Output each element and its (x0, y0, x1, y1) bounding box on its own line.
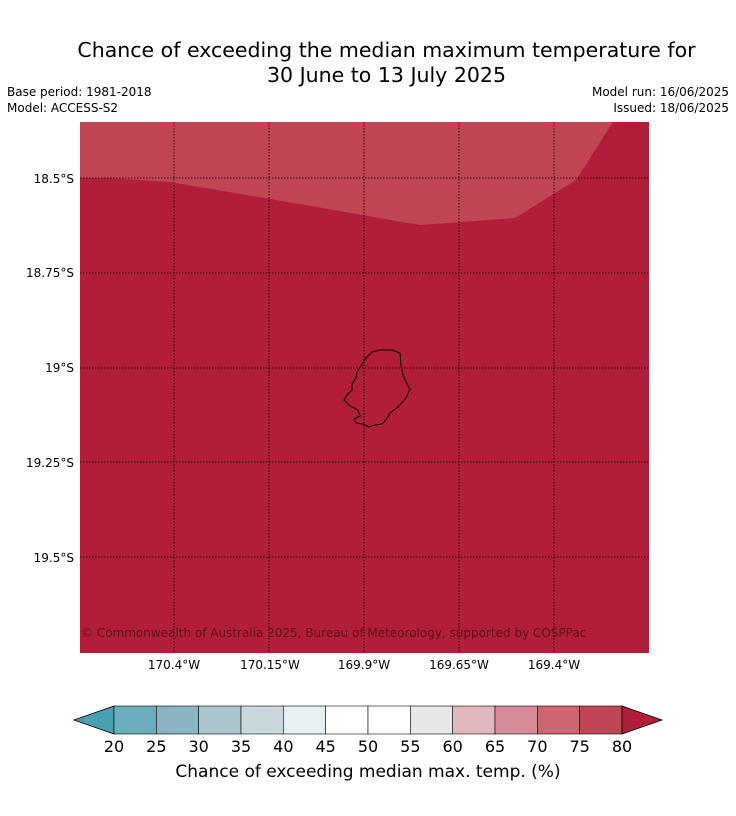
lon-label-1: 170.4°W (147, 658, 201, 672)
lon-label-5: 169.4°W (527, 658, 581, 672)
meta-left: Base period: 1981-2018 Model: ACCESS-S2 (7, 84, 152, 116)
colorbar-tick-label: 70 (527, 737, 548, 756)
model-name: Model: ACCESS-S2 (7, 101, 119, 115)
colorbar-tick-label: 50 (357, 737, 379, 756)
colorbar-label: Chance of exceeding median max. temp. (%… (175, 762, 561, 782)
colorbar-tick-label: 45 (315, 737, 336, 756)
colorbar-tick-label: 25 (146, 737, 167, 756)
lon-label-3: 169.9°W (337, 658, 391, 672)
colorbar-segment (113, 705, 157, 735)
graticule (80, 122, 649, 653)
colorbar (72, 705, 664, 735)
lat-label-5: 19.5°S (33, 551, 74, 565)
colorbar-tick-label: 65 (484, 737, 506, 756)
colorbar-segment (537, 705, 580, 735)
colorbar-tick-label: 55 (400, 737, 421, 756)
colorbar-segment (325, 705, 369, 735)
base-period: Base period: 1981-2018 (7, 85, 152, 99)
lon-label-4: 169.65°W (429, 658, 489, 672)
lat-label-4: 19.25°S (26, 456, 74, 470)
colorbar-tick-label: 80 (611, 737, 633, 756)
lat-label-3: 19°S (45, 361, 74, 375)
colorbar-segment (494, 705, 538, 735)
map-title: Chance of exceeding the median maximum t… (0, 38, 736, 88)
lat-label-2: 18.75°S (26, 266, 74, 280)
colorbar-segment (410, 705, 453, 735)
lat-label-1: 18.5°S (33, 172, 74, 186)
colorbar-segment (283, 705, 326, 735)
island-coastline (343, 349, 411, 428)
colorbar-segment (452, 705, 496, 735)
colorbar-segment (579, 705, 623, 735)
colorbar-tick-label: 20 (103, 737, 125, 756)
colorbar-segment (367, 705, 411, 735)
copyright-text: © Commonwealth of Australia 2025, Bureau… (81, 626, 586, 640)
colorbar-segment (198, 705, 242, 735)
colorbar-tick-label: 40 (273, 737, 294, 756)
issued-date: Issued: 18/06/2025 (613, 101, 729, 115)
title-line-1: Chance of exceeding the median maximum t… (77, 38, 696, 62)
model-run: Model run: 16/06/2025 (591, 85, 729, 99)
lon-label-2: 170.15°W (240, 658, 300, 672)
colorbar-tick-label: 30 (188, 737, 209, 756)
colorbar-extend-low (72, 705, 115, 735)
colorbar-tick-label: 35 (230, 737, 252, 756)
colorbar-tick-label: 60 (442, 737, 463, 756)
probability-band-75-80 (80, 122, 613, 225)
meta-right: Model run: 16/06/2025 Issued: 18/06/2025 (592, 84, 729, 116)
colorbar-tick-label: 75 (569, 737, 590, 756)
colorbar-extend-high (621, 705, 664, 735)
title-line-2: 30 June to 13 July 2025 (266, 63, 506, 87)
colorbar-segment (156, 705, 199, 735)
colorbar-segment (240, 705, 284, 735)
